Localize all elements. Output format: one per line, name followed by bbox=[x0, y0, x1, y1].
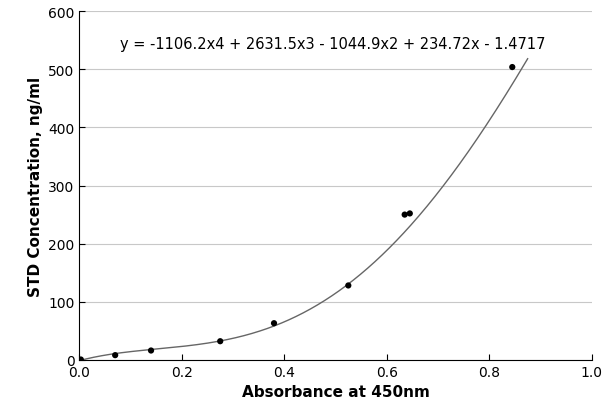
Point bbox=[400, 212, 409, 218]
Y-axis label: STD Concentration, ng/ml: STD Concentration, ng/ml bbox=[27, 76, 43, 296]
Point bbox=[269, 320, 279, 327]
X-axis label: Absorbance at 450nm: Absorbance at 450nm bbox=[242, 384, 429, 399]
Point bbox=[76, 356, 86, 363]
Point bbox=[343, 283, 353, 289]
Point bbox=[508, 65, 517, 71]
Point bbox=[215, 338, 225, 345]
Point bbox=[146, 347, 156, 354]
Text: y = -1106.2x4 + 2631.5x3 - 1044.9x2 + 234.72x - 1.4717: y = -1106.2x4 + 2631.5x3 - 1044.9x2 + 23… bbox=[120, 36, 546, 52]
Point bbox=[405, 211, 415, 217]
Point bbox=[110, 352, 120, 359]
